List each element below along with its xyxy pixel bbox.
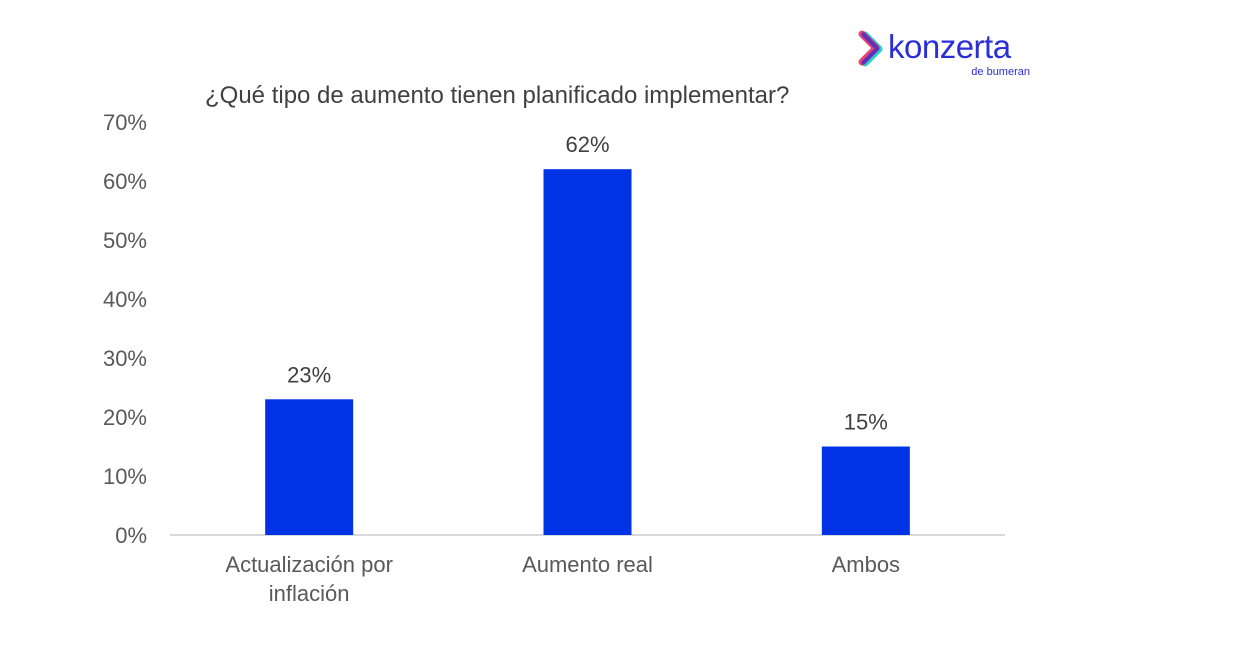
x-tick-label: Actualización por — [225, 552, 393, 577]
x-tick-label: Aumento real — [522, 552, 653, 577]
y-tick-label: 30% — [103, 346, 147, 371]
data-label: 62% — [565, 132, 609, 157]
bar — [543, 169, 632, 535]
logo-wordmark: konzerta — [888, 28, 1011, 65]
y-tick-label: 60% — [103, 169, 147, 194]
y-tick-label: 70% — [103, 110, 147, 135]
bar — [265, 399, 354, 535]
y-tick-label: 40% — [103, 287, 147, 312]
y-tick-label: 20% — [103, 405, 147, 430]
y-tick-label: 50% — [103, 228, 147, 253]
logo-chevron-icon — [858, 30, 883, 67]
x-tick-label: Ambos — [832, 552, 900, 577]
y-tick-label: 0% — [115, 523, 147, 548]
data-label: 15% — [844, 410, 888, 435]
logo-subtitle: de bumeran — [971, 66, 1030, 78]
chart-title: ¿Qué tipo de aumento tienen planificado … — [205, 82, 790, 109]
y-tick-label: 10% — [103, 464, 147, 489]
x-tick-label: inflación — [269, 581, 350, 606]
bar — [821, 446, 910, 535]
data-label: 23% — [287, 362, 331, 387]
konzerta-logo: konzerta de bumeran — [856, 28, 1036, 80]
